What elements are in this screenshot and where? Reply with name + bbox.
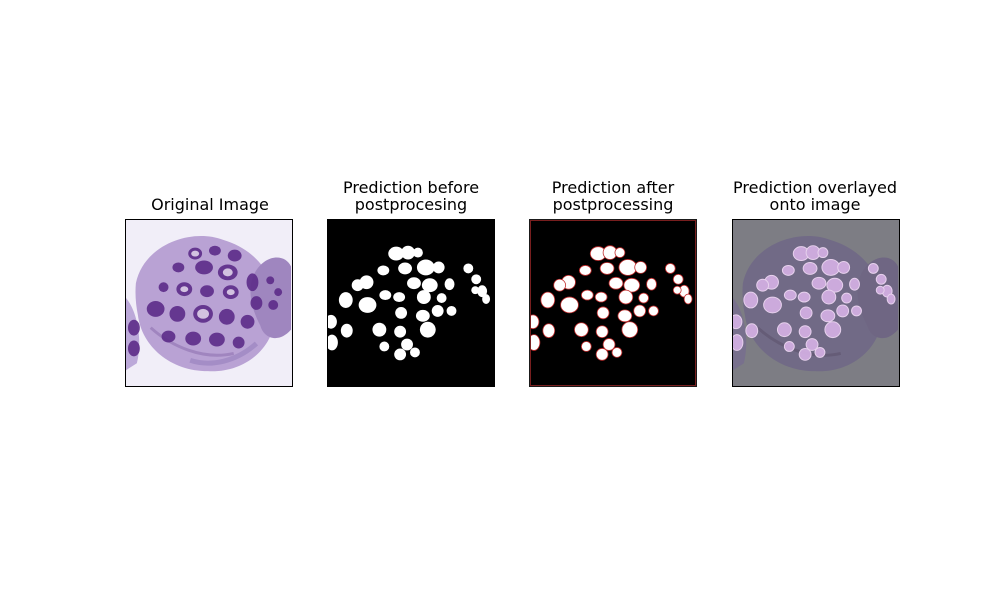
panel-title-original: Original Image — [126, 196, 294, 213]
prediction-after-panel — [529, 219, 697, 387]
title-line-2: onto image — [769, 195, 861, 214]
prediction-before-mask — [328, 220, 494, 386]
title-line-2: postprocesing — [354, 195, 468, 214]
panel-title-overlay: Prediction overlayed onto image — [731, 179, 899, 213]
postprocessed-mask-blobs — [530, 245, 693, 361]
original-image-panel — [125, 219, 293, 387]
prediction-after-mask — [530, 220, 696, 386]
overlay-image — [733, 220, 899, 386]
title-line-1: Prediction before — [342, 178, 480, 197]
mask-blobs — [328, 245, 491, 361]
nuclei-group — [127, 245, 283, 357]
overlay-highlight-blobs — [733, 245, 896, 361]
title-line-1: Prediction overlayed — [733, 178, 897, 197]
prediction-overlay-panel — [732, 219, 900, 387]
title-line-1: Prediction after — [551, 178, 675, 197]
title-text: Original Image — [151, 195, 269, 214]
panel-title-before: Prediction before postprocesing — [327, 179, 495, 213]
prediction-before-panel — [327, 219, 495, 387]
title-line-2: postprocessing — [552, 195, 674, 214]
panel-title-after: Prediction after postprocessing — [529, 179, 697, 213]
original-histology-image — [126, 220, 292, 386]
